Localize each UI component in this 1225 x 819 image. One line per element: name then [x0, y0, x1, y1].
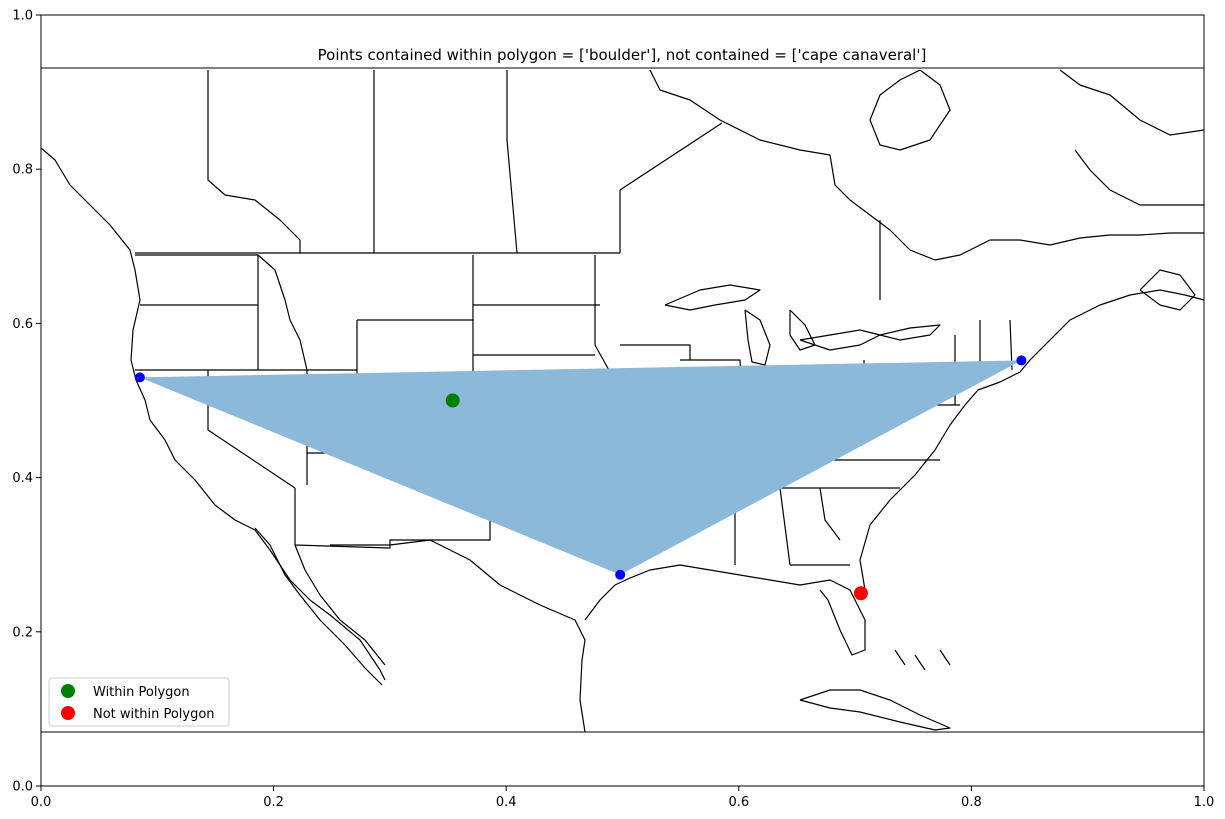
- great-lakes: [664, 284, 941, 366]
- y-tick-label-1: 0.2: [12, 625, 33, 640]
- legend: Within Polygon Not within Polygon: [48, 677, 230, 727]
- y-tick-label-4: 0.8: [12, 163, 33, 178]
- polygon-vertex-2: [615, 569, 626, 580]
- legend-label-within: Within Polygon: [93, 685, 190, 700]
- containment-polygon: [139, 360, 1022, 575]
- x-tick-label-3: 0.6: [728, 795, 749, 810]
- x-tick-label-4: 0.8: [961, 795, 982, 810]
- x-tick-label-1: 0.2: [263, 795, 284, 810]
- canada-boundaries: [135, 70, 881, 300]
- x-tick-label-2: 0.4: [496, 795, 517, 810]
- atlantic-coastline: [859, 289, 1205, 591]
- chart-title: Points contained within polygon = ['boul…: [318, 46, 927, 64]
- x-tick-label-0: 0.0: [31, 795, 52, 810]
- point-not-within-0: [853, 586, 868, 601]
- legend-label-not-within: Not within Polygon: [93, 707, 215, 722]
- x-tick-label-5: 1.0: [1194, 795, 1215, 810]
- legend-marker-not-within: [61, 706, 75, 720]
- point-within-0: [445, 393, 460, 408]
- y-tick-label-2: 0.4: [12, 471, 33, 486]
- legend-marker-within: [61, 684, 75, 698]
- y-axis-ticks: 0.0 0.2 0.4 0.6 0.8 1.0: [12, 9, 41, 795]
- newfoundland-coastline: [1074, 149, 1204, 311]
- x-axis-ticks: 0.0 0.2 0.4 0.6 0.8 1.0: [31, 786, 1215, 810]
- y-tick-label-5: 1.0: [12, 9, 33, 24]
- legend-box: [48, 677, 230, 727]
- hudson-bay-coastline: [649, 69, 1205, 261]
- axes-frame: [40, 14, 1205, 787]
- polygon-vertex-markers: [134, 355, 1027, 580]
- baja-coastline: [254, 527, 386, 686]
- series-points: [445, 393, 868, 601]
- y-tick-label-3: 0.6: [12, 317, 33, 332]
- caribbean-islands: [799, 649, 951, 731]
- y-tick-label-0: 0.0: [12, 780, 33, 795]
- gulf-coastline: [330, 539, 866, 733]
- polygon-vertex-0: [134, 372, 145, 383]
- polygon-vertex-1: [1016, 355, 1027, 366]
- pacific-coastline: [40, 147, 386, 681]
